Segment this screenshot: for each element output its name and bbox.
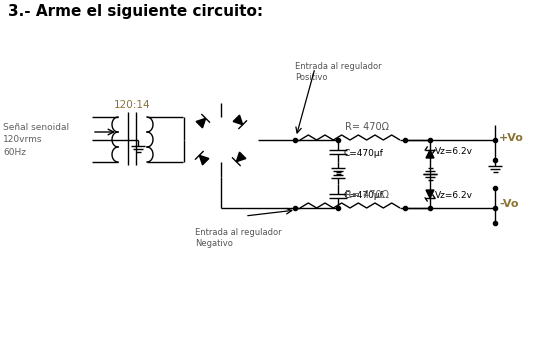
Text: Vz=6.2v: Vz=6.2v: [435, 147, 473, 156]
Text: R= 470Ω: R= 470Ω: [345, 190, 389, 200]
Text: 3.- Arme el siguiente circuito:: 3.- Arme el siguiente circuito:: [8, 4, 263, 19]
Text: C=470μf: C=470μf: [343, 149, 383, 158]
Text: -Vo: -Vo: [499, 199, 518, 209]
Text: Señal senoidal
120vrms
60Hz: Señal senoidal 120vrms 60Hz: [3, 123, 69, 157]
Text: +Vo: +Vo: [499, 133, 524, 143]
Polygon shape: [236, 152, 246, 162]
Polygon shape: [426, 150, 434, 158]
Text: Entrada al regulador
Negativo: Entrada al regulador Negativo: [195, 228, 281, 248]
Text: Entrada al regulador
Positivo: Entrada al regulador Positivo: [295, 62, 382, 82]
Text: 120:14: 120:14: [114, 100, 150, 110]
Text: C=470μf: C=470μf: [343, 190, 383, 199]
Text: R= 470Ω: R= 470Ω: [345, 122, 389, 132]
Polygon shape: [196, 118, 206, 128]
Text: Vz=6.2v: Vz=6.2v: [435, 192, 473, 200]
Polygon shape: [426, 190, 434, 198]
Polygon shape: [199, 155, 209, 165]
Polygon shape: [233, 115, 243, 125]
